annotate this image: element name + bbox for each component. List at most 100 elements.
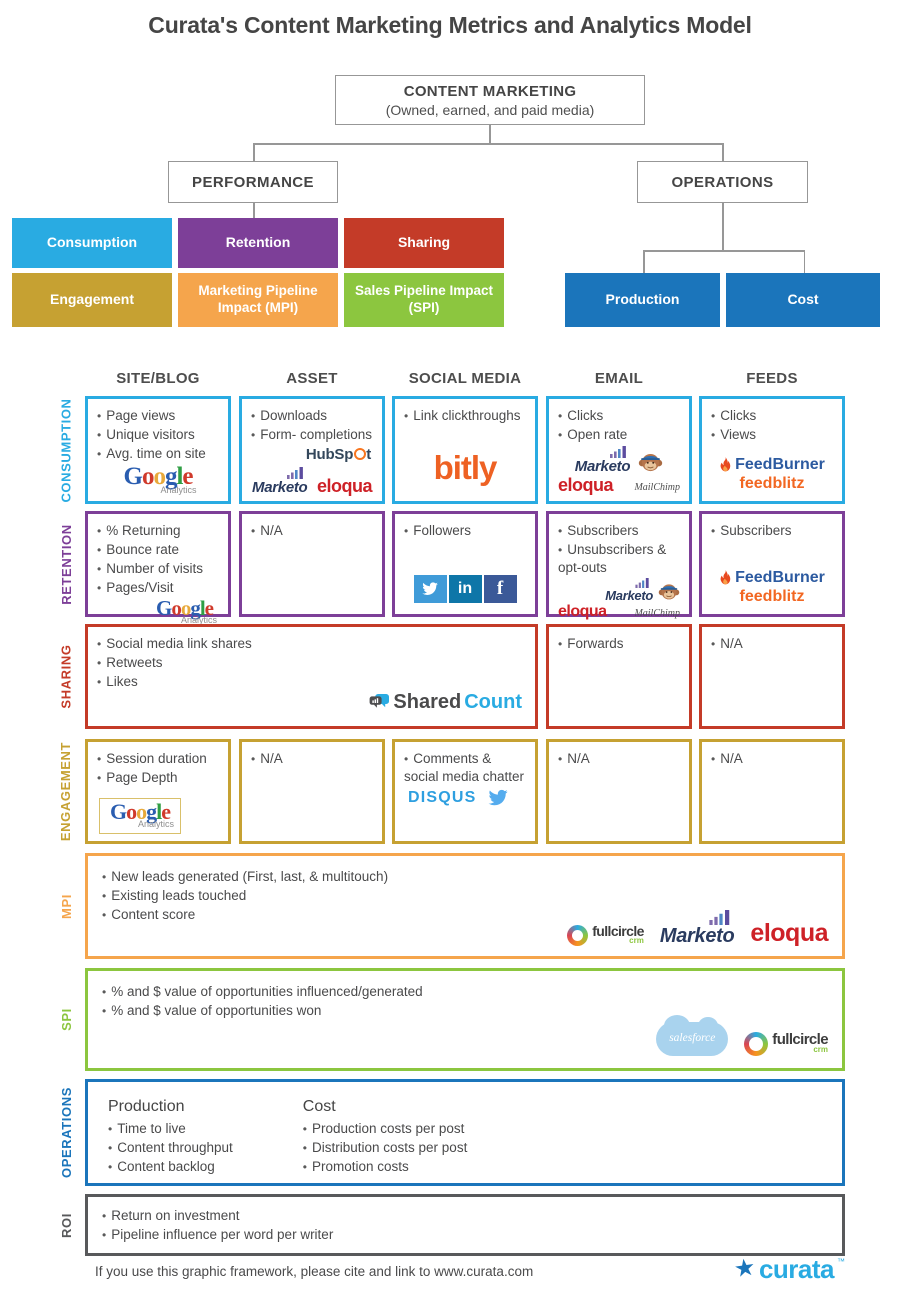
mpi-chip: Marketing Pipeline Impact (MPI)	[178, 273, 338, 327]
fullcircle-ring-icon	[744, 1032, 769, 1056]
connector-line	[489, 125, 491, 144]
sharing-chip: Sharing	[344, 218, 504, 268]
facebook-icon: f	[483, 575, 517, 603]
marketo-bars-icon	[635, 577, 649, 588]
marketo-logo: Marketo	[605, 577, 653, 602]
feedburner-flame-icon	[720, 570, 731, 585]
cell-operations-wide: Production Time to live Content throughp…	[85, 1079, 845, 1186]
sharedcount-logo: Shared Count	[369, 692, 522, 712]
cell-retention-site-blog: % Returning Bounce rate Number of visits…	[85, 511, 231, 624]
cell-sharing-feeds: N/A	[699, 624, 845, 729]
marketo-bars-icon	[709, 910, 730, 925]
fullcircle-crm-logo: fullcircle crm	[744, 1032, 829, 1056]
production-heading: Production	[108, 1098, 185, 1115]
eloqua-logo: eloqua	[750, 919, 828, 947]
cell-retention-social: Followers in f	[392, 511, 538, 617]
connector-line	[722, 143, 724, 161]
row-label-engagement: ENGAGEMENT	[58, 741, 74, 842]
row-label-roi: ROI	[58, 1212, 74, 1238]
eloqua-logo: eloqua	[558, 475, 614, 495]
mailchimp-monkey-icon	[658, 583, 680, 600]
performance-label: PERFORMANCE	[192, 173, 314, 191]
hubspot-logo: HubSp t	[305, 445, 371, 463]
twitter-bird-icon	[488, 789, 508, 806]
column-header-site-blog: SITE/BLOG	[116, 370, 200, 387]
spi-chip: Sales Pipeline Impact (SPI)	[344, 273, 504, 327]
connector-line	[253, 143, 255, 161]
curata-trademark: ™	[837, 1257, 845, 1266]
feedblitz-logo: feedblitz	[739, 588, 805, 605]
eloqua-logo: eloqua	[316, 475, 373, 496]
operations-label: OPERATIONS	[671, 173, 774, 191]
feedburner-logo: FeedBurner	[719, 457, 825, 473]
salesforce-logo: salesforce	[656, 1015, 729, 1056]
disqus-logo: DISQUS	[408, 789, 477, 807]
production-chip: Production	[565, 273, 720, 327]
cell-engagement-asset: N/A	[239, 739, 385, 844]
page-title: Curata's Content Marketing Metrics and A…	[148, 12, 752, 38]
operations-box: OPERATIONS	[637, 161, 808, 203]
marketo-bars-icon	[287, 466, 304, 479]
cell-consumption-feeds: Clicks Views FeedBurner feedblitz	[699, 396, 845, 504]
cost-heading: Cost	[302, 1098, 336, 1115]
google-analytics-logo: Google Analytics	[99, 798, 182, 834]
feedburner-flame-icon	[720, 457, 731, 472]
row-label-operations: OPERATIONS	[58, 1087, 74, 1178]
sharedcount-bubbles-icon	[370, 694, 390, 709]
citation-note: If you use this graphic framework, pleas…	[95, 1264, 534, 1279]
cell-consumption-social: Link clickthroughs bitly	[392, 396, 538, 504]
cost-chip: Cost	[726, 273, 880, 327]
cell-sharing-email: Forwards	[546, 624, 692, 729]
connector-line	[643, 250, 645, 273]
mailchimp-logo: MailChimp	[634, 607, 680, 619]
column-header-feeds: FEEDS	[746, 370, 798, 387]
fullcircle-crm-logo: fullcircle crm	[567, 924, 644, 946]
content-marketing-title: CONTENT MARKETING	[403, 82, 577, 100]
cell-consumption-site-blog: Page views Unique visitors Avg. time on …	[85, 396, 231, 504]
cell-retention-feeds: Subscribers FeedBurner feedblitz	[699, 511, 845, 617]
operations-production-group: Production Time to live Content throughp…	[108, 1096, 233, 1177]
connector-line	[253, 143, 723, 145]
retention-chip: Retention	[178, 218, 338, 268]
cell-retention-email: Subscribers Unsubscribers & opt-outs Mar…	[546, 511, 692, 620]
cell-engagement-email: N/A	[546, 739, 692, 844]
connector-line	[643, 250, 805, 252]
row-label-spi: SPI	[58, 1008, 74, 1031]
cell-consumption-email: Clicks Open rate Marketo eloqua MailChim…	[546, 396, 692, 504]
connector-line	[803, 250, 805, 273]
mailchimp-monkey-icon	[638, 453, 663, 472]
cell-engagement-social: Comments & social media chatter DISQUS	[392, 739, 538, 844]
column-header-asset: ASSET	[286, 370, 338, 387]
row-label-sharing: SHARING	[58, 644, 74, 709]
cell-roi-wide: Return on investment Pipeline influence …	[85, 1194, 845, 1256]
google-analytics-logo: Google Analytics	[123, 462, 197, 495]
fullcircle-ring-icon	[567, 925, 589, 946]
engagement-chip: Engagement	[12, 273, 172, 327]
connector-line	[722, 203, 724, 251]
curata-wordmark: curata	[758, 1254, 835, 1284]
row-label-consumption: CONSUMPTION	[58, 397, 74, 503]
content-marketing-subtitle: (Owned, earned, and paid media)	[385, 101, 595, 118]
column-header-social-media: SOCIAL MEDIA	[408, 370, 522, 387]
google-analytics-logo: Google Analytics	[155, 595, 217, 625]
feedburner-logo: FeedBurner	[719, 570, 825, 586]
row-label-mpi: MPI	[58, 893, 74, 919]
row-label-retention: RETENTION	[58, 523, 74, 605]
bitly-logo: bitly	[433, 449, 498, 486]
linkedin-icon: in	[448, 575, 482, 603]
content-marketing-box: CONTENT MARKETING (Owned, earned, and pa…	[335, 75, 645, 125]
mailchimp-logo: MailChimp	[634, 481, 680, 493]
performance-box: PERFORMANCE	[168, 161, 338, 203]
hubspot-sprocket-icon	[353, 448, 366, 461]
eloqua-logo: eloqua	[558, 602, 607, 620]
twitter-icon	[413, 575, 447, 603]
column-header-email: EMAIL	[594, 370, 644, 387]
marketo-logo: Marketo	[575, 446, 631, 474]
marketo-logo: Marketo	[660, 910, 735, 946]
feedblitz-logo: feedblitz	[739, 475, 805, 492]
curata-logo: ★ curata ™	[733, 1254, 845, 1284]
cell-retention-asset: N/A	[239, 511, 385, 617]
cell-engagement-site-blog: Session duration Page Depth Google Analy…	[85, 739, 231, 844]
